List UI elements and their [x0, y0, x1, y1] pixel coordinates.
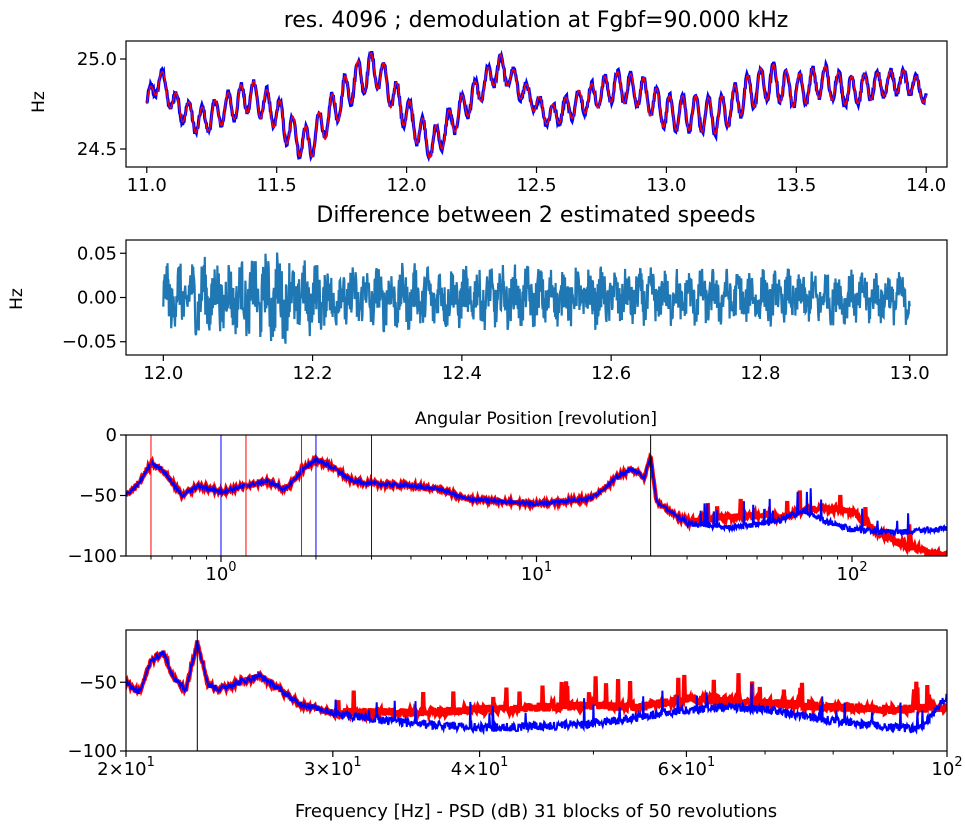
panel3-marker-lines	[150, 435, 652, 556]
xtick-label-base: 10	[205, 564, 228, 585]
panel-psd-zoom: Frequency [Hz] - PSD (dB) 31 blocks of 5…	[68, 629, 963, 822]
xtick-label: 12.5	[516, 175, 556, 196]
xtick-label-base: 10	[684, 759, 707, 780]
xtick-label: 3×101	[304, 755, 362, 780]
xtick-label-base: 10	[521, 564, 544, 585]
xtick-label: 4×101	[451, 755, 509, 780]
ytick-label: 0.05	[77, 243, 117, 264]
xtick-label-mantissa: 6	[658, 759, 669, 780]
xtick-label: 14.0	[906, 175, 946, 196]
xtick-label: 12.4	[442, 363, 482, 384]
panel2-xlabel: Angular Position [revolution]	[415, 409, 657, 429]
xtick-label: 11.5	[257, 175, 297, 196]
panel4-axes-frame	[125, 629, 948, 752]
xtick-label-times: ×	[462, 759, 477, 780]
panel-speed-difference: Difference between 2 estimated speeds Hz…	[7, 203, 948, 429]
xtick-label: 13.5	[776, 175, 816, 196]
panel2-series	[162, 252, 911, 344]
ytick-label: 0.00	[77, 288, 117, 309]
xtick-label-exponent: 1	[544, 560, 552, 575]
series-blue-psd	[126, 640, 947, 736]
xtick-label: 102	[836, 560, 867, 585]
xtick-label-exponent: 1	[707, 755, 715, 770]
ytick-label: −100	[68, 546, 117, 567]
panel3-axes-frame	[125, 434, 948, 557]
panel2-ylabel: Hz	[7, 288, 27, 310]
ytick-label: −0.05	[62, 332, 117, 353]
xtick-label: 12.2	[293, 363, 333, 384]
series-blue-psd	[126, 454, 947, 538]
panel3-series	[126, 452, 947, 556]
panel1-ticks: 24.5 25.0 11.0 11.5 12.0 12.5 13.0 13.5 14.0	[77, 49, 946, 196]
xtick-label: 13.0	[646, 175, 686, 196]
xtick-label: 11.0	[127, 175, 167, 196]
xtick-label-base: 10	[931, 759, 954, 780]
xtick-label-exponent: 0	[228, 560, 236, 575]
ytick-label: 25.0	[77, 49, 117, 70]
ytick-label: −50	[79, 672, 117, 693]
xtick-label-base: 10	[477, 759, 500, 780]
panel1-title: res. 4096 ; demodulation at Fgbf=90.000 …	[284, 8, 789, 33]
panel1-axes-frame	[125, 40, 948, 168]
panel1-ylabel: Hz	[29, 91, 49, 113]
series-difference-line	[162, 252, 911, 344]
xtick-label-exponent: 1	[353, 755, 361, 770]
xtick-label-exponent: 2	[859, 560, 867, 575]
series-red-line	[146, 52, 927, 159]
xtick-label: 2×101	[97, 755, 155, 780]
xtick-label: 101	[521, 560, 552, 585]
xtick-label-base: 10	[124, 759, 147, 780]
ytick-label: −100	[68, 741, 117, 762]
panel-speed-comparison: res. 4096 ; demodulation at Fgbf=90.000 …	[29, 8, 948, 196]
xtick-label-times: ×	[669, 759, 684, 780]
xtick-label-exponent: 2	[954, 755, 962, 770]
panel2-title: Difference between 2 estimated speeds	[316, 203, 755, 228]
xtick-label-times: ×	[315, 759, 330, 780]
xtick-label: 13.0	[890, 363, 930, 384]
panel2-axes-frame	[125, 239, 948, 356]
series-red-psd	[126, 452, 947, 556]
xtick-label-base: 10	[836, 564, 859, 585]
ytick-label: 0	[106, 425, 117, 446]
xtick-label-base: 10	[331, 759, 354, 780]
ytick-label: 24.5	[77, 139, 117, 160]
xtick-label-exponent: 1	[500, 755, 508, 770]
xtick-label: 100	[205, 560, 236, 585]
xtick-label-exponent: 1	[147, 755, 155, 770]
xtick-label-mantissa: 2	[97, 759, 108, 780]
xtick-label: 12.0	[143, 363, 183, 384]
xtick-label-times: ×	[109, 759, 124, 780]
xtick-label: 6×101	[658, 755, 716, 780]
xtick-label: 102	[931, 755, 962, 780]
panel4-ticks: −100−502×101 3×101 4×101 6×101 102	[68, 672, 963, 780]
xtick-label-mantissa: 4	[451, 759, 462, 780]
panel4-series	[126, 640, 947, 736]
panel2-ticks: −0.05 0.00 0.05 12.0 12.2 12.4 12.6 12.8 13.0	[62, 243, 930, 384]
xtick-label: 12.6	[591, 363, 631, 384]
xtick-label: 12.0	[387, 175, 427, 196]
panel1-series	[145, 49, 928, 163]
xtick-label-mantissa: 3	[304, 759, 315, 780]
panel4-xlabel: Frequency [Hz] - PSD (dB) 31 blocks of 5…	[295, 801, 777, 822]
ytick-label: −50	[79, 486, 117, 507]
xtick-label: 12.8	[740, 363, 780, 384]
